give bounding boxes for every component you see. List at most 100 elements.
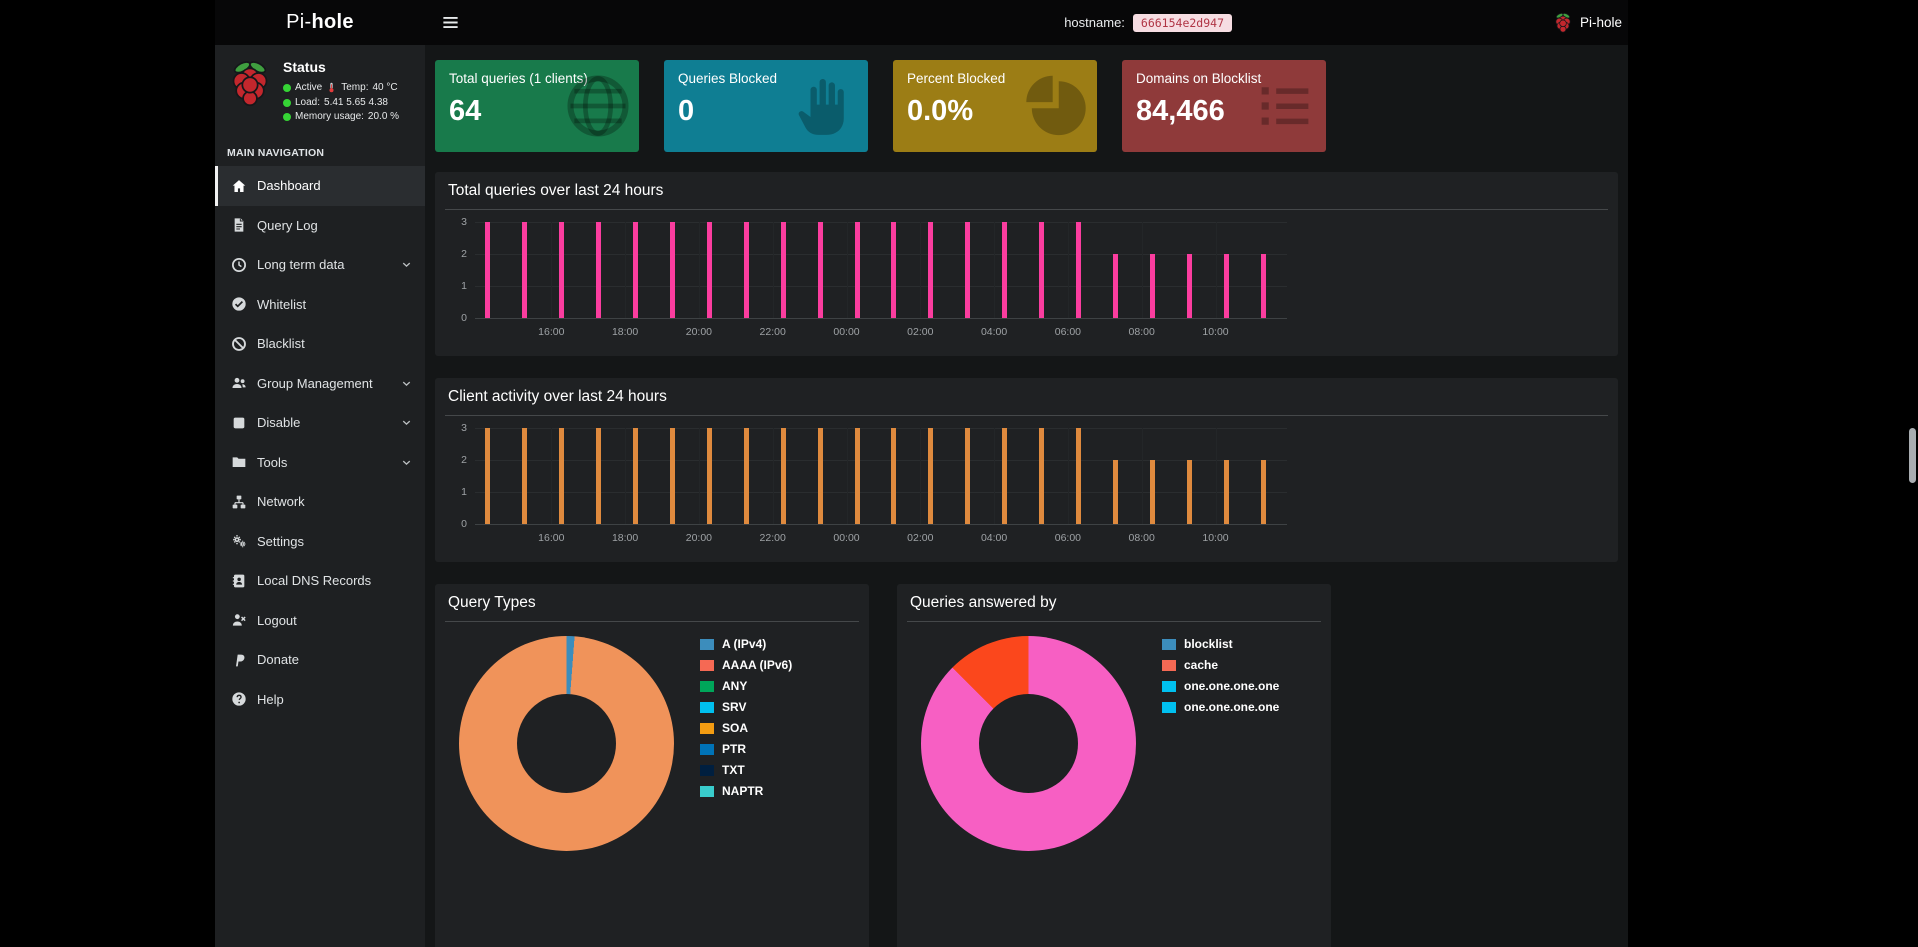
panel-title: Client activity over last 24 hours xyxy=(445,378,1608,416)
query-types-legend: A (IPv4) AAAA (IPv6) ANY SRV SOA PTR TXT… xyxy=(700,637,792,805)
pihole-admin-app: Pi-hole hostname: 666154e2d947 Pi-hole S… xyxy=(215,0,1628,947)
bar-02:00[interactable] xyxy=(928,428,934,524)
bar-18:00[interactable] xyxy=(633,222,639,318)
bar-17:00[interactable] xyxy=(596,428,602,524)
bar-10:00[interactable] xyxy=(1223,254,1229,318)
legend-item[interactable]: cache xyxy=(1162,658,1279,672)
bar-15:00[interactable] xyxy=(522,428,528,524)
raspberry-icon xyxy=(1553,11,1573,34)
sidebar-menu: Dashboard Query Log Long term data White… xyxy=(215,166,425,719)
client-activity-chart[interactable]: 0 1 2 3 16:00 18:00 20:00 22:00 00:00 02:00 04:00 0… xyxy=(445,422,1325,554)
bar-07:00[interactable] xyxy=(1112,460,1118,524)
bar-17:00[interactable] xyxy=(596,222,602,318)
bar-05:00[interactable] xyxy=(1039,428,1045,524)
bar-02:00[interactable] xyxy=(928,222,934,318)
legend-item[interactable]: PTR xyxy=(700,742,792,756)
folder-icon xyxy=(231,454,247,470)
bar-05:00[interactable] xyxy=(1039,222,1045,318)
sidebar-item-query-log[interactable]: Query Log xyxy=(215,206,425,246)
sidebar-item-group-management[interactable]: Group Management xyxy=(215,364,425,404)
bar-10:00[interactable] xyxy=(1223,460,1229,524)
bar-18:00[interactable] xyxy=(633,428,639,524)
legend-swatch xyxy=(700,722,714,734)
bar-16:00[interactable] xyxy=(559,428,565,524)
bar-14:00[interactable] xyxy=(485,428,491,524)
sidebar-item-disable[interactable]: Disable xyxy=(215,403,425,443)
bar-23:00[interactable] xyxy=(817,428,823,524)
bar-00:00[interactable] xyxy=(854,428,860,524)
bar-09:00[interactable] xyxy=(1186,254,1192,318)
legend-item[interactable]: ANY xyxy=(700,679,792,693)
legend-item[interactable]: SRV xyxy=(700,700,792,714)
bar-16:00[interactable] xyxy=(559,222,565,318)
bar-11:00[interactable] xyxy=(1260,254,1266,318)
menu-icon[interactable] xyxy=(441,13,460,32)
app-logo[interactable]: Pi-hole xyxy=(215,0,425,45)
bar-03:00[interactable] xyxy=(965,222,971,318)
bar-20:00[interactable] xyxy=(706,222,712,318)
sidebar-item-logout[interactable]: Logout xyxy=(215,601,425,641)
card-domains-on-blocklist[interactable]: Domains on Blocklist 84,466 xyxy=(1122,60,1326,152)
legend-item[interactable]: one.one.one.one xyxy=(1162,700,1279,714)
bar-23:00[interactable] xyxy=(817,222,823,318)
legend-item[interactable]: SOA xyxy=(700,721,792,735)
bar-19:00[interactable] xyxy=(670,222,675,318)
list-icon xyxy=(1252,73,1318,139)
card-value: 64 xyxy=(449,95,482,127)
legend-item[interactable]: TXT xyxy=(700,763,792,777)
bar-01:00[interactable] xyxy=(891,222,897,318)
legend-item[interactable]: one.one.one.one xyxy=(1162,679,1279,693)
card-value: 0.0% xyxy=(907,95,974,127)
sidebar-item-long-term-data[interactable]: Long term data xyxy=(215,245,425,285)
sidebar-item-local-dns-records[interactable]: Local DNS Records xyxy=(215,561,425,601)
legend-item[interactable]: A (IPv4) xyxy=(700,637,792,651)
legend-label: NAPTR xyxy=(722,784,764,798)
bar-19:00[interactable] xyxy=(670,428,675,524)
bar-15:00[interactable] xyxy=(522,222,528,318)
bar-11:00[interactable] xyxy=(1260,460,1266,524)
sidebar-item-settings[interactable]: Settings xyxy=(215,522,425,562)
sidebar-item-donate[interactable]: Donate xyxy=(215,640,425,680)
bar-08:00[interactable] xyxy=(1149,460,1155,524)
card-percent-blocked[interactable]: Percent Blocked 0.0% xyxy=(893,60,1097,152)
bar-22:00[interactable] xyxy=(780,222,786,318)
answered-by-donut-chart[interactable] xyxy=(921,636,1136,851)
bar-21:00[interactable] xyxy=(743,428,749,524)
gridline xyxy=(475,222,1287,223)
legend-item[interactable]: AAAA (IPv6) xyxy=(700,658,792,672)
card-total-queries-1-clients[interactable]: Total queries (1 clients) 64 xyxy=(435,60,639,152)
bar-14:00[interactable] xyxy=(485,222,491,318)
bar-20:00[interactable] xyxy=(706,428,712,524)
bar-01:00[interactable] xyxy=(891,428,897,524)
bar-03:00[interactable] xyxy=(965,428,971,524)
bar-07:00[interactable] xyxy=(1112,254,1118,318)
bar-00:00[interactable] xyxy=(854,222,860,318)
card-queries-blocked[interactable]: Queries Blocked 0 xyxy=(664,60,868,152)
total-queries-chart[interactable]: 0 1 2 3 16:00 18:00 20:00 22:00 00:00 02:00 04:00 0… xyxy=(445,216,1325,348)
bar-04:00[interactable] xyxy=(1002,222,1008,318)
x-axis-label: 02:00 xyxy=(907,326,934,338)
menu-item-label: Settings xyxy=(257,533,304,549)
bar-22:00[interactable] xyxy=(780,428,786,524)
users-icon xyxy=(231,375,247,391)
sidebar-item-blacklist[interactable]: Blacklist xyxy=(215,324,425,364)
sidebar-item-dashboard[interactable]: Dashboard xyxy=(215,166,425,206)
sidebar-item-tools[interactable]: Tools xyxy=(215,443,425,483)
x-axis-label: 22:00 xyxy=(759,326,786,338)
bar-21:00[interactable] xyxy=(743,222,749,318)
scrollbar-thumb[interactable] xyxy=(1909,428,1916,483)
card-label: Domains on Blocklist xyxy=(1136,71,1262,86)
bar-08:00[interactable] xyxy=(1149,254,1155,318)
sidebar-item-whitelist[interactable]: Whitelist xyxy=(215,285,425,325)
bar-06:00[interactable] xyxy=(1076,428,1081,524)
legend-item[interactable]: blocklist xyxy=(1162,637,1279,651)
legend-item[interactable]: NAPTR xyxy=(700,784,792,798)
gridline xyxy=(1215,222,1217,318)
gridline xyxy=(625,222,627,318)
bar-04:00[interactable] xyxy=(1002,428,1008,524)
bar-09:00[interactable] xyxy=(1186,460,1192,524)
sidebar-item-help[interactable]: Help xyxy=(215,680,425,720)
query-types-donut-chart[interactable] xyxy=(459,636,674,851)
sidebar-item-network[interactable]: Network xyxy=(215,482,425,522)
bar-06:00[interactable] xyxy=(1076,222,1081,318)
